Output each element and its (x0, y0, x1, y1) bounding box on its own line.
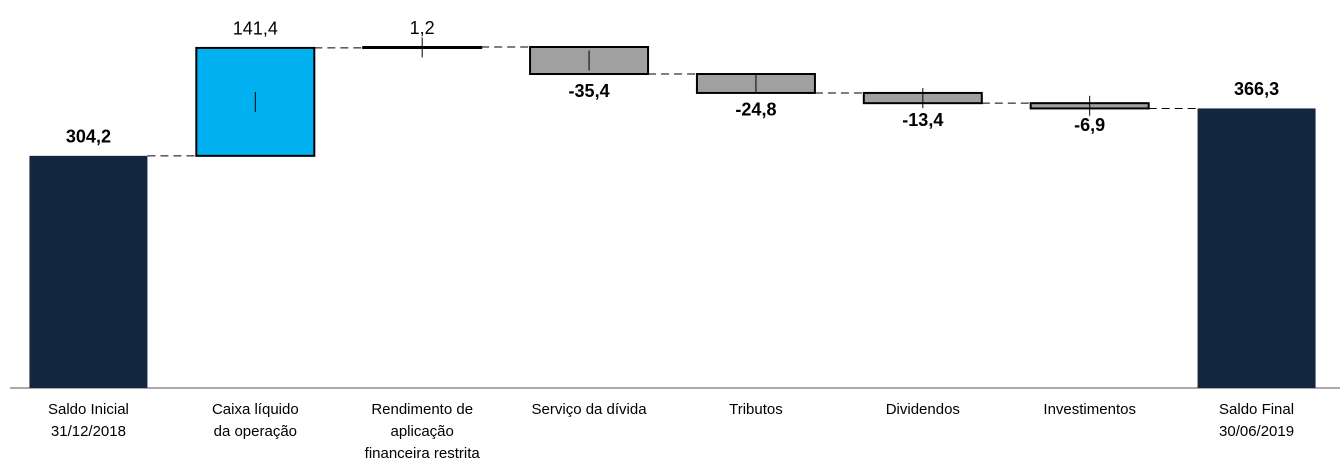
x-tick-label: Saldo Final (1219, 401, 1294, 418)
value-label: -13,4 (902, 110, 943, 130)
x-tick-label: aplicação (390, 423, 453, 440)
value-label: -6,9 (1074, 115, 1105, 135)
value-label: -24,8 (735, 100, 776, 120)
value-label: 304,2 (66, 127, 111, 147)
bar (1197, 108, 1316, 389)
x-tick-label: Dividendos (886, 401, 960, 418)
x-tick-label: Saldo Inicial (48, 401, 129, 418)
value-label: -35,4 (569, 81, 610, 101)
value-label: 366,3 (1234, 79, 1279, 99)
x-tick-label: Caixa líquido (212, 401, 299, 418)
x-tick-label: Rendimento de (371, 401, 473, 418)
x-tick-label: 30/06/2019 (1219, 423, 1294, 440)
x-tick-label: Serviço da dívida (532, 401, 648, 418)
x-tick-label: Investimentos (1043, 401, 1136, 418)
x-tick-label: da operação (214, 423, 297, 440)
x-tick-label: 31/12/2018 (51, 423, 126, 440)
x-tick-label: Tributos (729, 401, 783, 418)
value-label: 141,4 (233, 19, 278, 39)
bar (195, 46, 316, 157)
value-label: 1,2 (410, 18, 435, 38)
bar (29, 155, 148, 388)
x-tick-label: financeira restrita (365, 445, 481, 462)
